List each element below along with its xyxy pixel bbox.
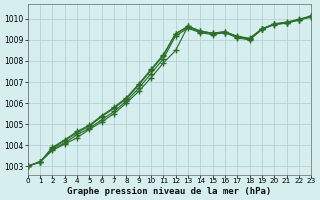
X-axis label: Graphe pression niveau de la mer (hPa): Graphe pression niveau de la mer (hPa) <box>67 187 272 196</box>
